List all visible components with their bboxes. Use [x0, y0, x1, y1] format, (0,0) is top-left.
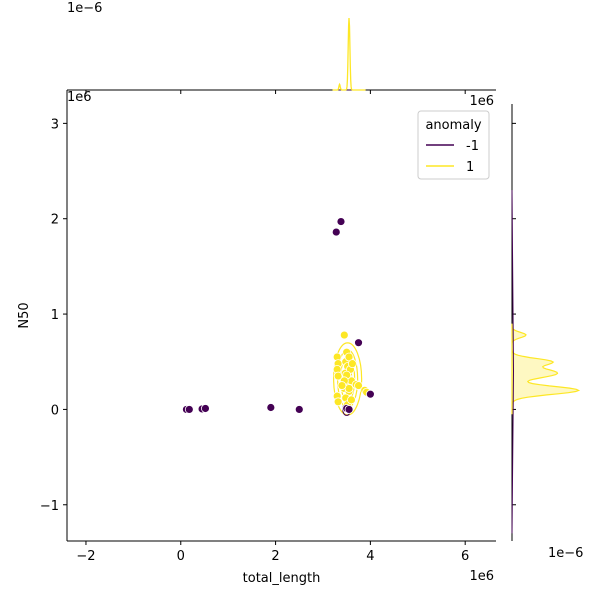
scatter-point: [266, 403, 276, 412]
x-tick-label: 0: [177, 549, 185, 564]
y-axis-offset-text: 1e6: [67, 90, 92, 105]
y-tick-label: 1: [51, 308, 59, 323]
scatter-point: [344, 405, 354, 414]
top-kde-anomaly-1: [332, 17, 366, 91]
y-tick-label: 3: [51, 117, 59, 132]
y-axis-label: N50: [17, 302, 32, 328]
scatter-point: [201, 404, 210, 413]
x-axis-label: total_length: [243, 571, 321, 586]
right-marginal-axes: 1e−6: [511, 104, 583, 561]
scatter-point: [294, 405, 304, 414]
right-marginal-offset-text: 1e−6: [548, 546, 583, 561]
scatter-point: [336, 217, 346, 226]
scatter-point: [184, 405, 194, 414]
x-axis-offset-text: 1e6: [469, 569, 494, 584]
y-axis-ticks: −1 0 1 2 3: [40, 117, 67, 514]
scatter-point: [337, 381, 347, 390]
top-marginal-ticks: [85, 90, 466, 94]
scatter-point: [365, 389, 375, 399]
main-axes: −2 0 2 4 6 −1 0 1 2 3 total_length N50 1e6 1e6 1…: [17, 90, 496, 586]
right-kde-anomaly-neg1: [511, 190, 515, 534]
top-right-offset-text: 1e6: [469, 94, 494, 109]
top-marginal-axes: 1e−6: [67, 1, 496, 94]
legend: anomaly -1 1: [417, 110, 490, 180]
scatter-point: [347, 395, 356, 405]
x-tick-label: 6: [461, 549, 469, 564]
x-tick-label: 2: [271, 549, 279, 564]
y-tick-label: 2: [51, 213, 59, 228]
scatter-point: [354, 381, 363, 390]
scatter-point: [354, 338, 363, 348]
scatter-point: [339, 330, 349, 340]
legend-label-neg1: -1: [466, 139, 479, 154]
x-tick-label: 4: [366, 549, 374, 564]
x-axis-ticks: −2 0 2 4 6: [76, 541, 469, 564]
y-tick-label: 0: [51, 403, 59, 418]
right-kde-anomaly-1: [511, 323, 581, 415]
scatter-point: [333, 397, 343, 407]
top-marginal-offset-text: 1e−6: [67, 1, 102, 16]
scatter-points: [182, 217, 375, 414]
y-tick-label: −1: [40, 499, 59, 514]
scatter-point: [331, 227, 341, 237]
scatter-point: [347, 359, 357, 369]
x-tick-label: −2: [76, 549, 95, 564]
legend-title: anomaly: [425, 118, 481, 133]
legend-label-1: 1: [466, 160, 474, 175]
